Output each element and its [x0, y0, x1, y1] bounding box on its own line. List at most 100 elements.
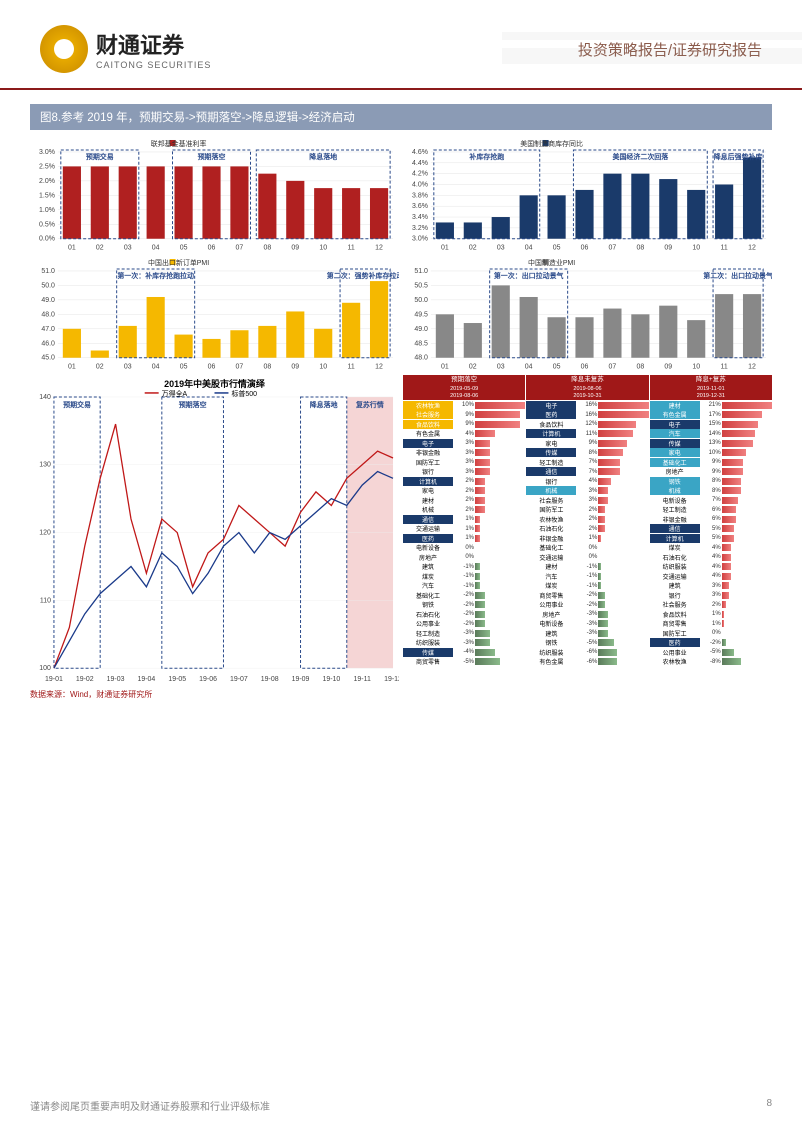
sector-bar-wrap [722, 554, 772, 561]
sector-bar [598, 516, 604, 523]
svg-text:08: 08 [636, 363, 644, 370]
sector-bar [722, 601, 727, 608]
sector-pct: -2% [453, 621, 475, 627]
sector-pct: 16% [576, 412, 598, 418]
sector-pct: -8% [700, 659, 722, 665]
sector-pct: 9% [453, 412, 475, 418]
sector-bar [475, 468, 490, 475]
sector-bar [475, 402, 525, 409]
sector-bar [475, 611, 485, 618]
sector-bar-wrap [598, 639, 648, 646]
sector-bar [722, 411, 763, 418]
svg-text:4.2%: 4.2% [412, 171, 428, 178]
svg-text:美国制造商库存同比: 美国制造商库存同比 [520, 139, 583, 148]
page-number: 8 [766, 1098, 772, 1113]
sector-bar-wrap [598, 487, 648, 494]
sector-row: 建筑 3% [650, 581, 772, 591]
sector-row: 医药 16% [526, 410, 648, 420]
sector-name: 医药 [403, 534, 453, 543]
sector-pct: -3% [576, 621, 598, 627]
chart-fed-rate: 联邦基金基准利率0.0%0.5%1.0%1.5%2.0%2.5%3.0%0102… [30, 138, 399, 253]
sector-bar-wrap [722, 478, 772, 485]
logo-block: 财通证券 CAITONG SECURITIES [40, 25, 211, 73]
sector-pct: 2% [453, 497, 475, 503]
svg-text:3.0%: 3.0% [39, 149, 55, 156]
sector-bar-wrap [598, 554, 648, 561]
sector-row: 商贸零售 -2% [526, 590, 648, 600]
sector-bar-wrap [598, 573, 648, 580]
svg-text:预期交易: 预期交易 [63, 400, 91, 409]
sector-name: 银行 [526, 477, 576, 486]
sector-bar [598, 421, 636, 428]
sector-bar-wrap [598, 620, 648, 627]
sector-row: 纺织服装 -6% [526, 647, 648, 657]
sector-pct: 8% [700, 488, 722, 494]
sector-bar [598, 497, 607, 504]
sector-pct: -6% [576, 649, 598, 655]
sector-bar [475, 525, 480, 532]
sector-bar-wrap [598, 421, 648, 428]
svg-text:降息落地: 降息落地 [310, 400, 338, 409]
sector-row: 农林牧渔 2% [526, 514, 648, 524]
sector-row: 煤炭 -1% [526, 581, 648, 591]
sector-row: 食品饮料 9% [403, 419, 525, 429]
sector-name: 机械 [526, 486, 576, 495]
sector-bar [598, 611, 607, 618]
svg-text:03: 03 [124, 245, 132, 252]
sector-name: 商贸零售 [650, 619, 700, 628]
sector-bar [722, 582, 729, 589]
sector-name: 家电 [526, 439, 576, 448]
sector-name: 通信 [650, 524, 700, 533]
sector-bar-wrap [475, 573, 525, 580]
sector-dates: 2019-11-012019-12-31 [650, 385, 772, 400]
sector-name: 电子 [526, 401, 576, 410]
page-footer: 谨请参阅尾页重要声明及财通证券股票和行业评级标准 8 [30, 1098, 772, 1113]
sector-bar [475, 421, 520, 428]
sector-name: 轻工制造 [650, 505, 700, 514]
sector-pct: 10% [453, 402, 475, 408]
sector-column: 降息+复苏2019-11-012019-12-31 建材 21% 有色金属 17… [650, 375, 772, 684]
sector-bar-wrap [475, 516, 525, 523]
sector-name: 商贸零售 [526, 591, 576, 600]
sector-pct: -2% [576, 602, 598, 608]
sector-pct: 4% [576, 478, 598, 484]
sector-name: 公用事业 [650, 648, 700, 657]
sector-name: 轻工制造 [403, 629, 453, 638]
sector-row: 汽车 -1% [526, 571, 648, 581]
sector-bar [722, 506, 736, 513]
sector-bar-wrap [598, 478, 648, 485]
sector-pct: -2% [453, 611, 475, 617]
sector-bar-wrap [475, 582, 525, 589]
sector-name: 汽车 [403, 581, 453, 590]
sector-bar [598, 573, 601, 580]
sector-name: 建筑 [526, 629, 576, 638]
sector-pct: 3% [453, 450, 475, 456]
sector-pct: -1% [453, 564, 475, 570]
sector-pct: 9% [453, 421, 475, 427]
sector-name: 传媒 [650, 439, 700, 448]
sector-pct: -4% [453, 649, 475, 655]
sector-name: 建筑 [403, 562, 453, 571]
sector-bar-wrap [722, 421, 772, 428]
city-background [502, 0, 802, 80]
sector-pct: 3% [453, 459, 475, 465]
company-name-en: CAITONG SECURITIES [96, 60, 211, 70]
sector-bar [722, 544, 732, 551]
sector-bar-wrap [598, 630, 648, 637]
sector-row: 电新设备 7% [650, 495, 772, 505]
svg-text:100: 100 [39, 666, 51, 673]
svg-text:4.6%: 4.6% [412, 149, 428, 156]
sector-pct: 6% [700, 507, 722, 513]
sector-bar [722, 525, 734, 532]
sector-bar-wrap [722, 601, 772, 608]
svg-text:第一次：补库存抢跑拉动: 第一次：补库存抢跑拉动 [117, 271, 194, 280]
svg-text:48.0: 48.0 [41, 311, 55, 318]
svg-text:01: 01 [441, 245, 449, 252]
bottom-row: 2019年中美股市行情演绎复苏行情10011012013014019-0119-… [30, 375, 772, 684]
sector-pct: 4% [700, 554, 722, 560]
sector-bar [475, 497, 485, 504]
svg-text:03: 03 [497, 245, 505, 252]
sector-name: 轻工制造 [526, 458, 576, 467]
sector-header: 预期落空 [403, 375, 525, 385]
sector-row: 医药 1% [403, 533, 525, 543]
